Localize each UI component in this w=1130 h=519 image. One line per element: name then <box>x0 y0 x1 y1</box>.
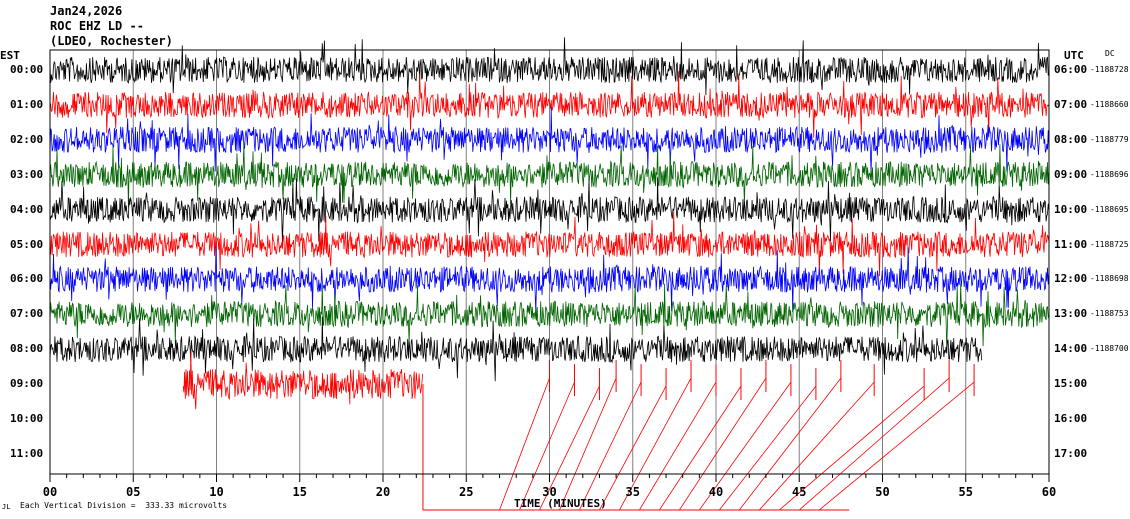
x-tick-label: 25 <box>459 485 473 499</box>
grid-lines <box>132 50 967 474</box>
x-tick-label: 35 <box>626 485 640 499</box>
utc-hour-label: 16:00 <box>1054 412 1088 425</box>
trace-row-00:00 <box>49 37 1050 96</box>
dc-offset-value: -1188700 <box>1090 344 1129 354</box>
end-marker-diagonal <box>779 385 925 511</box>
est-hour-label: 09:00 <box>10 377 44 391</box>
station-code: ROC EHZ LD -- <box>50 19 144 33</box>
end-marker-diagonal <box>539 385 600 511</box>
end-marker-diagonal <box>559 377 617 511</box>
dc-offset-value: -1188696 <box>1090 169 1129 179</box>
est-hour-label: 08:00 <box>10 342 44 356</box>
dc-offset-value: -1188725 <box>1090 239 1129 249</box>
dc-offset-value: -1188728 <box>1090 65 1129 74</box>
est-hour-label: 01:00 <box>10 97 44 111</box>
left-timezone-label: EST <box>0 49 20 62</box>
dc-offset-header: DC <box>1105 49 1115 58</box>
est-hour-label: 02:00 <box>10 132 44 146</box>
trace-row-01:00 <box>49 71 1050 138</box>
end-marker-diagonal <box>798 377 950 511</box>
seismic-traces <box>49 37 1050 511</box>
axes: 00 05 10 15 20 25 30 35 40 45 50 55 60 <box>43 49 1056 499</box>
x-tick-label: 60 <box>1042 485 1056 499</box>
end-marker-diagonal <box>738 377 842 511</box>
dc-offset-value: -1188698 <box>1090 274 1129 284</box>
x-tick-label: 40 <box>709 485 723 499</box>
utc-hour-label: 11:00 <box>1054 237 1088 251</box>
x-tick-label: 20 <box>376 485 390 499</box>
trace-row-08:00 <box>49 316 983 382</box>
est-hour-label: 03:00 <box>10 167 44 181</box>
end-marker-diagonal <box>619 377 692 511</box>
dc-offset-value: -1188695 <box>1090 204 1129 214</box>
est-hour-label: 07:00 <box>10 307 44 321</box>
trace-row-05:00 <box>49 211 1050 277</box>
station-location: (LDEO, Rochester) <box>50 34 173 48</box>
trace-row-06:00 <box>49 246 1050 313</box>
corner-mark: JL <box>2 503 11 511</box>
est-hour-label: 06:00 <box>10 272 44 286</box>
trace-row-07:00 <box>49 283 1050 348</box>
utc-hour-label: 09:00 <box>1054 167 1088 181</box>
dc-offset-value: -1188779 <box>1090 134 1129 144</box>
utc-hour-label: 08:00 <box>1054 132 1088 146</box>
x-axis-title: TIME (MINUTES) <box>514 497 607 510</box>
est-hour-label: 04:00 <box>10 202 44 216</box>
end-marker-diagonal <box>659 385 742 511</box>
end-marker-diagonal <box>499 377 550 511</box>
utc-hour-label: 06:00 <box>1054 63 1088 76</box>
x-tick-label: 50 <box>875 485 889 499</box>
end-marker-diagonal <box>599 385 667 511</box>
right-timezone-label: UTC <box>1064 49 1084 62</box>
utc-hour-label: 17:00 <box>1054 446 1088 460</box>
utc-hour-label: 07:00 <box>1054 97 1088 111</box>
end-marker-diagonal <box>639 381 717 511</box>
scale-note: Each Vertical Division = 333.33 microvol… <box>20 501 228 510</box>
end-marker-diagonal <box>719 385 817 511</box>
utc-hour-label: 15:00 <box>1054 377 1088 391</box>
end-marker-diagonal <box>679 377 767 511</box>
est-hour-label: 10:00 <box>10 412 44 425</box>
x-tick-label: 45 <box>792 485 806 499</box>
est-hour-label: 00:00 <box>10 63 44 76</box>
x-tick-label: 30 <box>542 485 556 499</box>
est-hour-label: 11:00 <box>10 446 44 460</box>
est-hour-label: 05:00 <box>10 237 44 251</box>
x-tick-label: 10 <box>209 485 223 499</box>
end-marker-diagonal <box>758 381 875 511</box>
end-marker-diagonal <box>818 381 975 511</box>
chart-date: Jan24,2026 <box>50 4 123 18</box>
trace-row-03:00 <box>49 142 1050 208</box>
x-tick-label: 55 <box>959 485 973 499</box>
x-tick-label: 15 <box>293 485 307 499</box>
x-tick-label: 00 <box>43 485 57 499</box>
dc-offset-value: -1188660 <box>1090 99 1129 109</box>
dc-offset-value: -1188753 <box>1090 309 1129 319</box>
utc-hour-label: 13:00 <box>1054 307 1088 321</box>
x-tick-label: 05 <box>126 485 140 499</box>
trace-row-04:00 <box>49 177 1050 243</box>
trace-row-02:00 <box>49 107 1050 173</box>
end-marker-diagonal <box>579 381 642 511</box>
end-marker-diagonal <box>519 381 575 511</box>
trace-row-09:00 <box>182 350 423 410</box>
utc-hour-label: 14:00 <box>1054 342 1088 356</box>
utc-hour-label: 12:00 <box>1054 272 1088 286</box>
utc-hour-label: 10:00 <box>1054 202 1088 216</box>
end-marker-diagonal <box>699 381 792 511</box>
